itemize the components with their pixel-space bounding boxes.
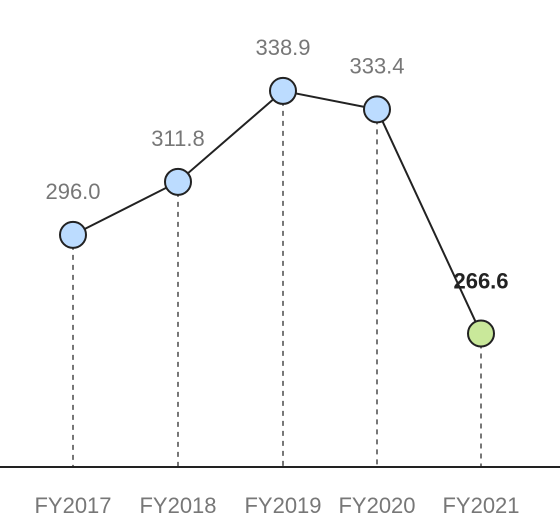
- value-labels: 296.0 311.8 338.9 333.4 266.6: [45, 35, 508, 294]
- data-point-fy2021: [468, 320, 494, 346]
- series-line: [73, 91, 481, 334]
- data-point-fy2018: [165, 169, 191, 195]
- x-tick-labels: FY2017 FY2018 FY2019 FY2020 FY2021: [34, 493, 519, 518]
- x-tick-label-fy2018: FY2018: [139, 493, 216, 518]
- x-tick-label-fy2019: FY2019: [244, 493, 321, 518]
- data-points: [60, 78, 494, 347]
- x-tick-label-fy2020: FY2020: [338, 493, 415, 518]
- x-tick-label-fy2017: FY2017: [34, 493, 111, 518]
- droplines: [73, 91, 481, 467]
- value-label-fy2021: 266.6: [453, 268, 508, 293]
- value-label-fy2018: 311.8: [151, 126, 204, 151]
- data-point-fy2020: [364, 96, 390, 122]
- value-label-fy2019: 338.9: [255, 35, 310, 60]
- x-tick-label-fy2021: FY2021: [442, 493, 519, 518]
- data-point-fy2019: [270, 78, 296, 104]
- value-label-fy2017: 296.0: [45, 179, 100, 204]
- data-point-fy2017: [60, 222, 86, 248]
- value-label-fy2020: 333.4: [349, 53, 404, 78]
